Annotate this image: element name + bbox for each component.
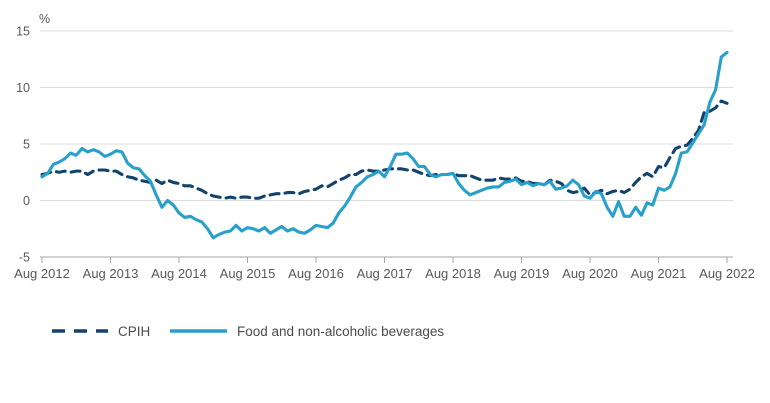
x-tick-label: Aug 2017: [357, 266, 413, 281]
legend: CPIH Food and non-alcoholic beverages: [52, 324, 444, 339]
cpih-line: [40, 99, 729, 200]
x-tick-label: Aug 2019: [494, 266, 550, 281]
food-line: [40, 50, 729, 240]
y-axis-labels: 15 10 5 0 -5: [16, 25, 30, 265]
x-tick-label: Aug 2020: [562, 266, 618, 281]
x-tick-label: Aug 2018: [425, 266, 481, 281]
x-tick-label: Aug 2012: [14, 266, 70, 281]
x-tick-label: Aug 2021: [631, 266, 687, 281]
series-lines: [40, 50, 729, 240]
cpih-legend-label: CPIH: [118, 324, 150, 339]
x-tick-label: Aug 2015: [220, 266, 276, 281]
food-legend-label: Food and non-alcoholic beverages: [237, 324, 444, 339]
x-axis-labels: Aug 2012 Aug 2013 Aug 2014 Aug 2015 Aug 2016…: [14, 266, 755, 281]
x-axis: [40, 256, 733, 263]
y-tick-label: 0: [23, 194, 30, 208]
y-axis-unit-label: %: [39, 12, 50, 26]
x-tick-label: Aug 2013: [83, 266, 139, 281]
y-tick-label: 10: [16, 81, 30, 95]
x-tick-label: Aug 2016: [288, 266, 344, 281]
x-tick-label: Aug 2022: [699, 266, 755, 281]
y-tick-label: 5: [23, 138, 30, 152]
y-tick-label: 15: [16, 25, 30, 39]
y-tick-label: -5: [19, 251, 30, 265]
x-tick-label: Aug 2014: [151, 266, 207, 281]
